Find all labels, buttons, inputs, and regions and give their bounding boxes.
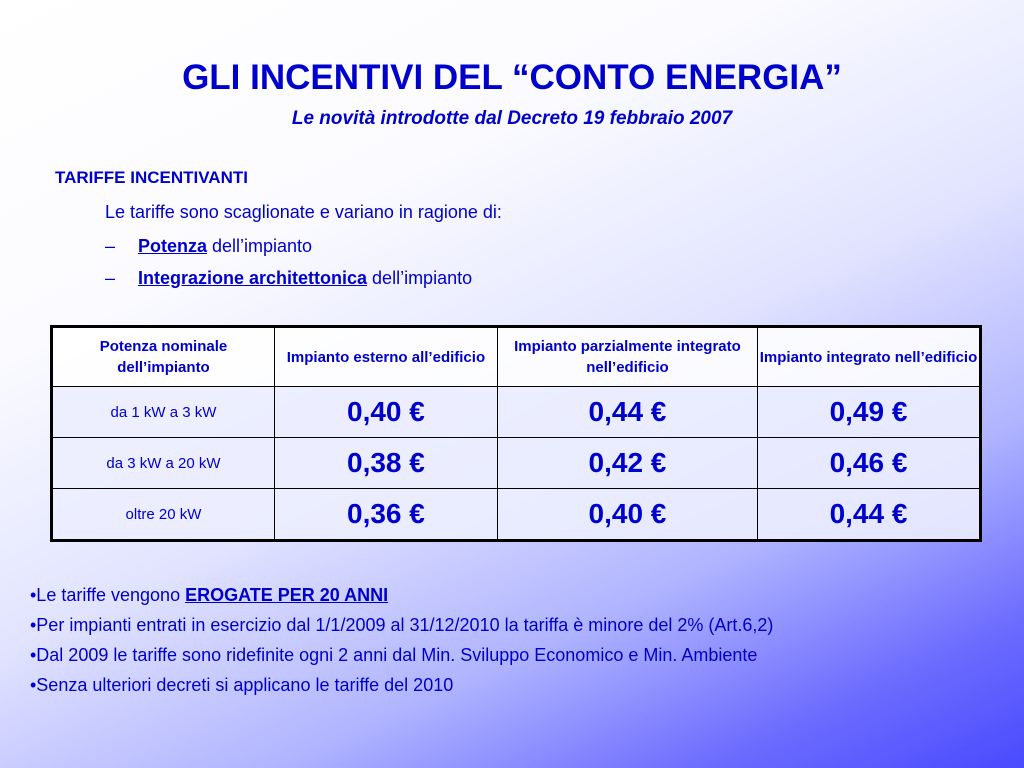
tariff-cell: 0,44 € [757,488,981,541]
table-header-row: Potenza nominale dell’impianto Impianto … [51,326,981,387]
dash-bullet: – [105,268,116,288]
power-range-cell: da 1 kW a 3 kW [51,386,275,438]
power-range-cell: oltre 20 kW [51,488,275,541]
section-heading: TARIFFE INCENTIVANTI [55,168,248,187]
note-text: •Per impianti entrati in esercizio dal 1… [30,615,774,635]
criterion-keyword: Integrazione architettonica [138,268,368,288]
power-range-cell: da 3 kW a 20 kW [51,437,275,489]
header-power: Potenza nominale dell’impianto [51,326,275,387]
notes-list: •Le tariffe vengono EROGATE PER 20 ANNI … [30,580,773,700]
note-item: •Senza ulteriori decreti si applicano le… [30,670,773,700]
tariff-cell: 0,42 € [496,437,759,489]
dash-bullet: – [105,236,116,256]
table-row: da 3 kW a 20 kW 0,38 € 0,42 € 0,46 € [51,437,981,489]
criterion-keyword: Potenza [138,236,208,256]
note-item: •Per impianti entrati in esercizio dal 1… [30,610,773,640]
header-partial: Impianto parzialmente integrato nell’edi… [496,326,759,387]
note-item: •Dal 2009 le tariffe sono ridefinite ogn… [30,640,773,670]
tariff-cell: 0,49 € [757,386,981,438]
header-external: Impianto esterno all’edificio [273,326,498,387]
note-text: •Le tariffe vengono [30,585,186,605]
criterion-text: dell’impianto [367,268,473,288]
slide-subtitle: Le novità introdotte dal Decreto 19 febb… [291,108,733,129]
tariff-cell: 0,38 € [273,437,498,489]
note-text: •Dal 2009 le tariffe sono ridefinite ogn… [30,645,758,665]
tariff-cell: 0,44 € [496,386,759,438]
tariff-cell: 0,46 € [757,437,981,489]
tariff-cell: 0,36 € [273,488,498,541]
note-item: •Le tariffe vengono EROGATE PER 20 ANNI [30,580,773,610]
header-integrated: Impianto integrato nell’edificio [757,326,981,387]
tariff-table: Potenza nominale dell’impianto Impianto … [50,325,982,542]
note-text: •Senza ulteriori decreti si applicano le… [30,675,454,695]
criterion-text: dell’impianto [207,236,313,256]
criterion-item: – Potenza dell’impianto [105,230,472,262]
table-row: oltre 20 kW 0,36 € 0,40 € 0,44 € [51,488,981,541]
criterion-item: – Integrazione architettonica dell’impian… [105,262,472,294]
note-emphasis: EROGATE PER 20 ANNI [185,585,389,605]
table-row: da 1 kW a 3 kW 0,40 € 0,44 € 0,49 € [51,386,981,438]
tariff-cell: 0,40 € [273,386,498,438]
tariff-cell: 0,40 € [496,488,759,541]
criteria-list: – Potenza dell’impianto – Integrazione arc… [105,230,472,294]
slide-title: GLI INCENTIVI DEL “CONTO ENERGIA” [182,58,842,97]
section-intro: Le tariffe sono scaglionate e variano in… [105,202,502,222]
